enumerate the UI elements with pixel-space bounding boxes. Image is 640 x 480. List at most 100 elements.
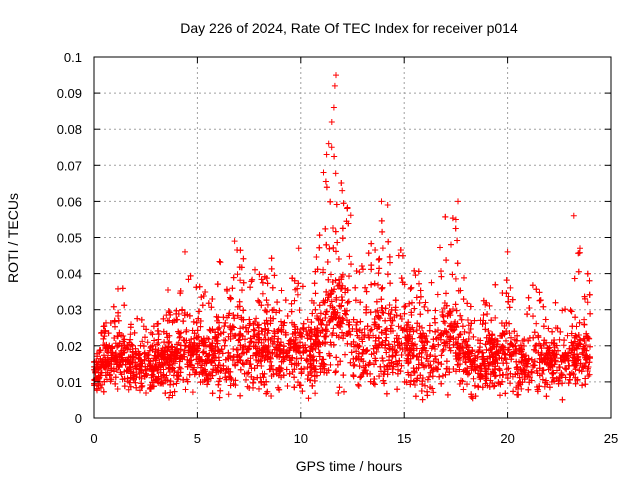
- data-point: [460, 296, 467, 303]
- data-point: [567, 307, 574, 314]
- data-point: [492, 336, 499, 343]
- data-point: [453, 368, 459, 375]
- data-point: [579, 382, 586, 389]
- data-point: [345, 298, 352, 305]
- data-point: [137, 387, 143, 394]
- data-point: [126, 379, 133, 386]
- data-point: [579, 364, 586, 370]
- data-point: [423, 338, 430, 345]
- data-point: [383, 390, 390, 397]
- data-point: [313, 254, 320, 260]
- data-point: [510, 388, 517, 395]
- data-point: [305, 395, 312, 402]
- data-point: [155, 320, 162, 327]
- data-point: [452, 301, 459, 308]
- data-point: [457, 287, 464, 294]
- data-point: [336, 384, 343, 391]
- data-point: [358, 356, 365, 363]
- data-point: [575, 332, 582, 338]
- data-point: [167, 378, 174, 385]
- data-point: [312, 340, 319, 347]
- data-point: [196, 308, 203, 315]
- data-point: [449, 215, 456, 222]
- data-point: [441, 340, 448, 347]
- data-point: [381, 380, 388, 387]
- data-point: [217, 362, 223, 369]
- data-point: [368, 262, 375, 269]
- data-point: [352, 284, 359, 291]
- data-point: [411, 368, 418, 375]
- data-point: [503, 328, 510, 335]
- data-point: [394, 386, 401, 393]
- data-point: [216, 378, 222, 385]
- data-point: [324, 297, 331, 303]
- data-point: [140, 323, 147, 330]
- data-point: [429, 385, 436, 392]
- data-point: [452, 225, 459, 232]
- data-point: [157, 369, 164, 376]
- data-point: [492, 281, 499, 288]
- data-point: [424, 388, 431, 395]
- data-point: [571, 275, 578, 282]
- data-point: [154, 341, 160, 348]
- data-point: [239, 360, 246, 367]
- data-point: [166, 394, 172, 401]
- data-point: [385, 238, 392, 245]
- data-point: [216, 258, 223, 265]
- data-point: [432, 353, 438, 360]
- data-point: [562, 365, 568, 372]
- data-point: [172, 346, 179, 353]
- data-point: [432, 307, 439, 314]
- data-point: [548, 379, 555, 385]
- data-point: [372, 247, 379, 253]
- data-point: [422, 299, 429, 306]
- data-point: [503, 337, 509, 344]
- data-point: [202, 289, 209, 295]
- data-point: [146, 347, 153, 354]
- data-point: [372, 308, 379, 315]
- data-point: [234, 247, 241, 253]
- data-point: [123, 345, 129, 352]
- data-point: [140, 343, 147, 350]
- data-point: [345, 330, 352, 337]
- data-point: [328, 271, 334, 278]
- data-point: [98, 330, 105, 337]
- data-point: [448, 241, 454, 248]
- data-point: [555, 347, 561, 354]
- data-point: [410, 378, 417, 385]
- data-point: [491, 341, 498, 348]
- data-point: [173, 380, 180, 387]
- data-point: [520, 351, 527, 358]
- data-point: [347, 359, 354, 366]
- data-point: [386, 253, 393, 260]
- data-point: [439, 309, 446, 315]
- data-point: [454, 344, 461, 351]
- data-point: [256, 299, 263, 306]
- data-point: [245, 369, 252, 376]
- data-point: [551, 340, 558, 347]
- data-point: [206, 326, 213, 333]
- data-point: [446, 334, 453, 341]
- data-point: [230, 346, 237, 352]
- data-point: [579, 349, 586, 356]
- data-point: [173, 350, 180, 357]
- data-point: [215, 381, 222, 388]
- data-point: [163, 330, 170, 337]
- data-point: [572, 380, 579, 387]
- data-point: [482, 373, 489, 380]
- data-point: [204, 381, 211, 388]
- data-point: [358, 373, 365, 380]
- data-point: [414, 353, 421, 360]
- data-point: [371, 321, 378, 328]
- data-point: [181, 310, 188, 316]
- data-point: [438, 380, 445, 387]
- data-point: [397, 345, 404, 352]
- data-point: [246, 385, 253, 391]
- data-point: [553, 351, 560, 358]
- data-point: [227, 295, 234, 302]
- data-point: [561, 352, 568, 358]
- data-point: [353, 355, 360, 362]
- data-point: [519, 354, 526, 361]
- data-point: [268, 362, 275, 369]
- data-point: [180, 337, 187, 344]
